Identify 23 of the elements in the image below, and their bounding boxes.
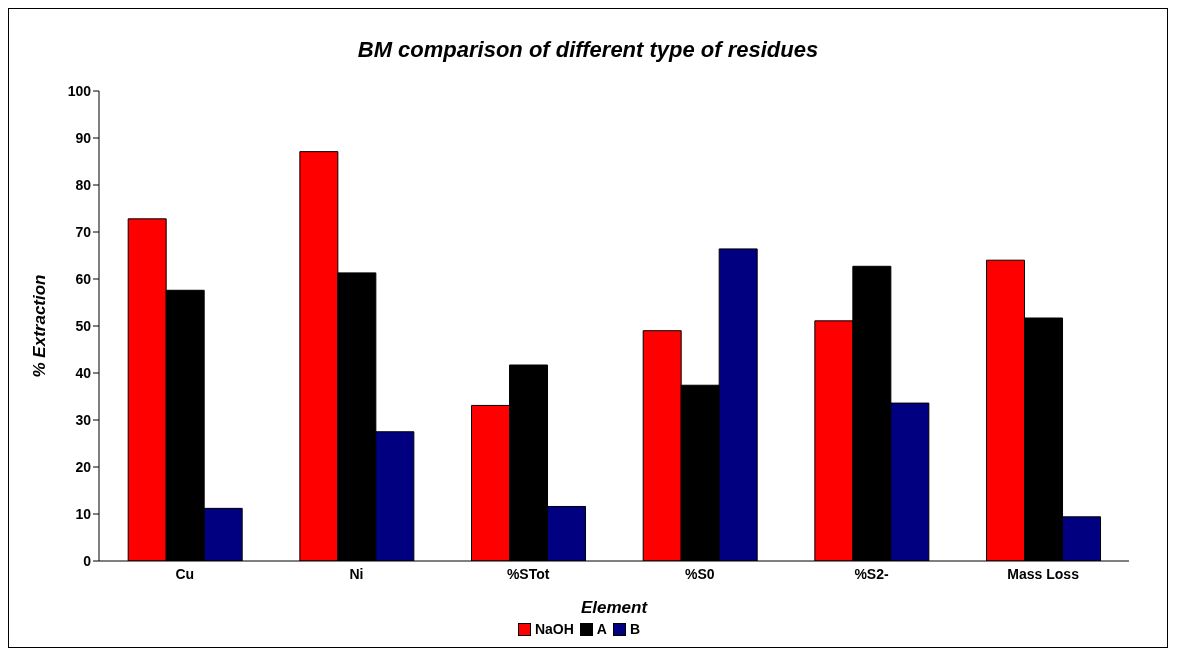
chart-title: BM comparison of different type of residues: [356, 37, 820, 64]
y-tick-label: 50: [75, 317, 92, 334]
x-axis-title: Element: [580, 598, 649, 617]
x-tick-label: %S2-: [854, 565, 889, 582]
y-tick-label: 40: [75, 364, 92, 381]
x-tick-label: Ni: [349, 565, 364, 582]
legend-label: A: [596, 621, 607, 637]
y-tick-label: 10: [75, 505, 92, 522]
y-tick-label: 90: [75, 129, 92, 146]
y-tick-label: 20: [75, 458, 92, 475]
x-tick-label: Cu: [175, 565, 195, 582]
y-axis-title: % Extraction: [30, 274, 50, 378]
y-tick-label: 60: [75, 270, 92, 287]
x-tick-label: Mass Loss: [1007, 565, 1080, 582]
y-tick-label: 70: [75, 223, 92, 240]
x-tick-label: %S0: [685, 565, 715, 582]
legend-label: B: [629, 621, 641, 637]
y-tick-label: 100: [67, 82, 92, 99]
legend-label: NaOH: [534, 621, 574, 637]
x-tick-label: %STot: [506, 565, 550, 582]
y-tick-label: 0: [83, 552, 92, 569]
y-tick-label: 30: [75, 411, 92, 428]
y-tick-label: 80: [75, 176, 92, 193]
